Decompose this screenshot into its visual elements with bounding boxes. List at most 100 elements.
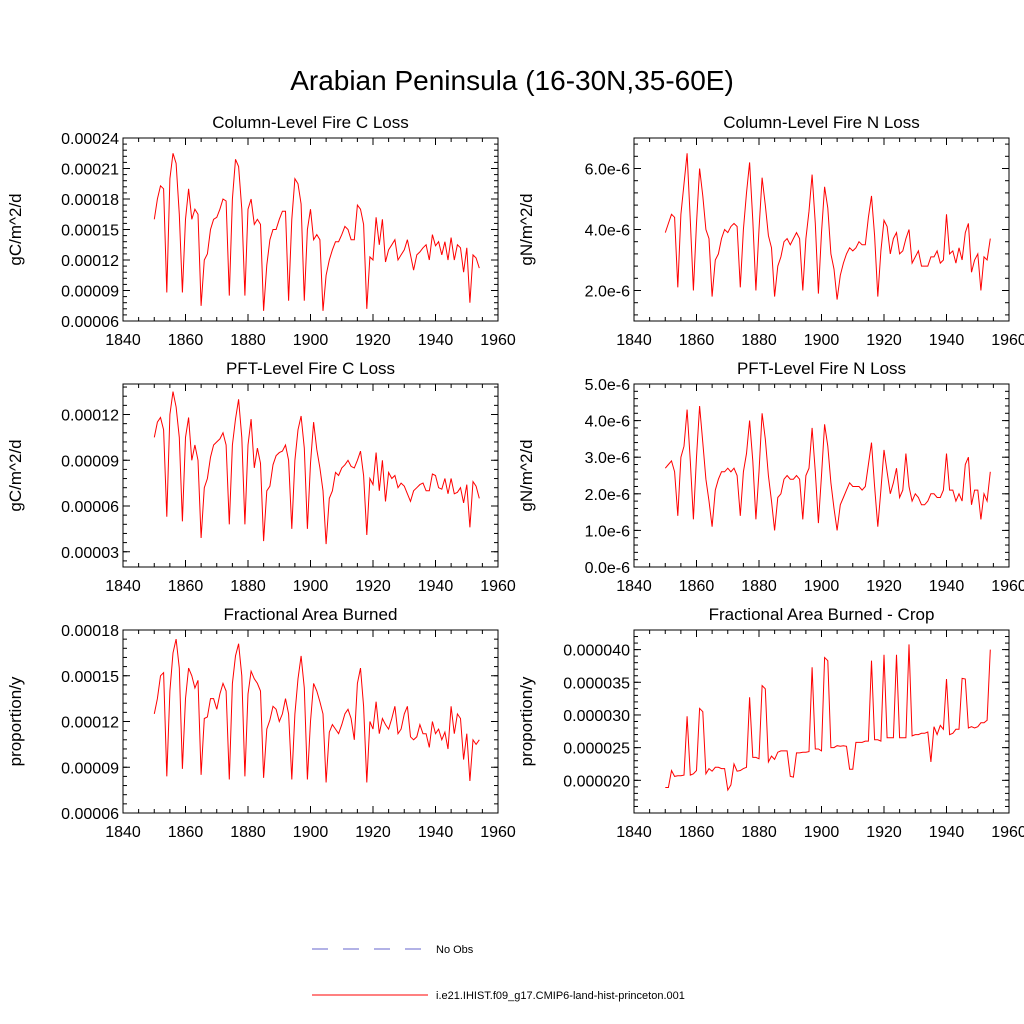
y-tick-label: 0.00021	[61, 162, 119, 179]
y-tick-label: 0.0e-6	[585, 560, 630, 577]
y-tick-label: 0.00006	[61, 314, 119, 331]
panels-group: Column-Level Fire C Loss 1840 1860 1880 1900…	[6, 113, 1024, 841]
x-tick-label: 1960	[991, 332, 1024, 349]
plot-frame	[633, 629, 1010, 814]
panel-title: Column-Level Fire N Loss	[723, 113, 920, 132]
chart-panel-4: PFT-Level Fire N Loss 1840 1860 1880 1900 192…	[517, 359, 1024, 595]
y-tick-label: 0.000025	[563, 741, 630, 758]
y-tick-label: 6.0e-6	[585, 162, 630, 179]
x-tick-label: 1940	[418, 332, 454, 349]
y-axis-label: gN/m^2/d	[517, 439, 536, 511]
x-tick-label: 1840	[105, 332, 141, 349]
x-tick-label: 1940	[418, 824, 454, 841]
x-tick-label: 1840	[616, 578, 652, 595]
y-tick-label: 0.000020	[563, 773, 630, 790]
series-line	[153, 638, 480, 783]
panel-title: PFT-Level Fire N Loss	[737, 359, 906, 378]
y-axis-label: gC/m^2/d	[6, 439, 25, 511]
x-tick-label: 1940	[418, 578, 454, 595]
y-axis-label: gN/m^2/d	[517, 193, 536, 265]
y-tick-label: 0.00009	[61, 284, 119, 301]
x-tick-label: 1840	[616, 332, 652, 349]
x-tick-label: 1940	[929, 332, 965, 349]
series-line	[664, 405, 991, 531]
x-tick-label: 1880	[230, 824, 266, 841]
y-tick-label: 0.000040	[563, 643, 630, 660]
y-tick-label: 2.0e-6	[585, 284, 630, 301]
y-tick-label: 0.00012	[61, 715, 119, 732]
plot-frame	[122, 137, 499, 322]
y-tick-label: 4.0e-6	[585, 414, 630, 431]
legend: No Obs i.e21.IHIST.f09_g17.CMIP6-land-his…	[312, 944, 685, 1002]
panel-title: PFT-Level Fire C Loss	[226, 359, 395, 378]
x-tick-label: 1900	[804, 824, 840, 841]
x-tick-label: 1880	[741, 824, 777, 841]
series-line	[153, 391, 480, 545]
y-tick-label: 0.00015	[61, 223, 119, 240]
x-tick-label: 1860	[168, 824, 204, 841]
x-tick-label: 1860	[168, 578, 204, 595]
x-tick-label: 1960	[991, 824, 1024, 841]
series-line	[153, 153, 480, 311]
figure-title: Arabian Peninsula (16-30N,35-60E)	[290, 65, 734, 96]
x-tick-label: 1880	[230, 578, 266, 595]
x-tick-label: 1960	[991, 578, 1024, 595]
y-tick-label: 0.00024	[61, 131, 119, 148]
series-line	[665, 644, 991, 792]
panel-title: Fractional Area Burned - Crop	[709, 605, 935, 624]
y-tick-label: 0.00012	[61, 253, 119, 270]
chart-panel-1: Column-Level Fire C Loss 1840 1860 1880 1900…	[6, 113, 516, 349]
x-tick-label: 1900	[293, 824, 329, 841]
y-tick-label: 5.0e-6	[585, 377, 630, 394]
x-tick-label: 1900	[804, 332, 840, 349]
y-tick-label: 0.00012	[61, 408, 119, 425]
y-tick-label: 0.000035	[563, 675, 630, 692]
panel-title: Fractional Area Burned	[224, 605, 398, 624]
chart-panel-2: Column-Level Fire N Loss 1840 1860 1880 1900…	[517, 113, 1024, 349]
x-tick-label: 1960	[480, 332, 516, 349]
x-tick-label: 1920	[866, 578, 902, 595]
y-axis-label: proportion/y	[6, 676, 25, 766]
x-tick-label: 1920	[355, 332, 391, 349]
x-tick-label: 1900	[293, 578, 329, 595]
y-tick-label: 0.00018	[61, 192, 119, 209]
x-tick-label: 1860	[679, 578, 715, 595]
y-tick-label: 0.00003	[61, 545, 119, 562]
x-tick-label: 1920	[866, 332, 902, 349]
x-tick-label: 1840	[105, 824, 141, 841]
y-tick-label: 0.00009	[61, 760, 119, 777]
x-tick-label: 1840	[616, 824, 652, 841]
x-tick-label: 1840	[105, 578, 141, 595]
y-tick-label: 4.0e-6	[585, 223, 630, 240]
y-tick-label: 0.000030	[563, 708, 630, 725]
chart-panel-6: Fractional Area Burned - Crop 1840 1860 188…	[517, 605, 1024, 841]
x-tick-label: 1860	[679, 824, 715, 841]
x-tick-label: 1900	[293, 332, 329, 349]
x-tick-label: 1880	[741, 578, 777, 595]
chart-panel-3: PFT-Level Fire C Loss 1840 1860 1880 1900 192…	[6, 359, 516, 595]
chart-panel-5: Fractional Area Burned 1840 1860 1880 1900 19…	[6, 605, 516, 841]
y-axis-label: proportion/y	[517, 676, 536, 766]
x-tick-label: 1920	[355, 578, 391, 595]
plot-frame	[122, 383, 499, 568]
y-tick-label: 1.0e-6	[585, 523, 630, 540]
x-tick-label: 1960	[480, 578, 516, 595]
legend-label: No Obs	[436, 944, 474, 956]
y-tick-label: 2.0e-6	[585, 487, 630, 504]
x-tick-label: 1860	[679, 332, 715, 349]
x-tick-label: 1880	[741, 332, 777, 349]
legend-item-2: i.e21.IHIST.f09_g17.CMIP6-land-hist-prin…	[312, 990, 685, 1002]
x-tick-label: 1880	[230, 332, 266, 349]
y-axis-label: gC/m^2/d	[6, 193, 25, 265]
legend-label: i.e21.IHIST.f09_g17.CMIP6-land-hist-prin…	[436, 990, 685, 1002]
x-tick-label: 1900	[804, 578, 840, 595]
y-tick-label: 3.0e-6	[585, 450, 630, 467]
x-tick-label: 1960	[480, 824, 516, 841]
x-tick-label: 1940	[929, 824, 965, 841]
y-tick-label: 0.00009	[61, 453, 119, 470]
panel-title: Column-Level Fire C Loss	[212, 113, 409, 132]
x-tick-label: 1940	[929, 578, 965, 595]
y-tick-label: 0.00015	[61, 669, 119, 686]
legend-item-1: No Obs	[312, 944, 474, 956]
